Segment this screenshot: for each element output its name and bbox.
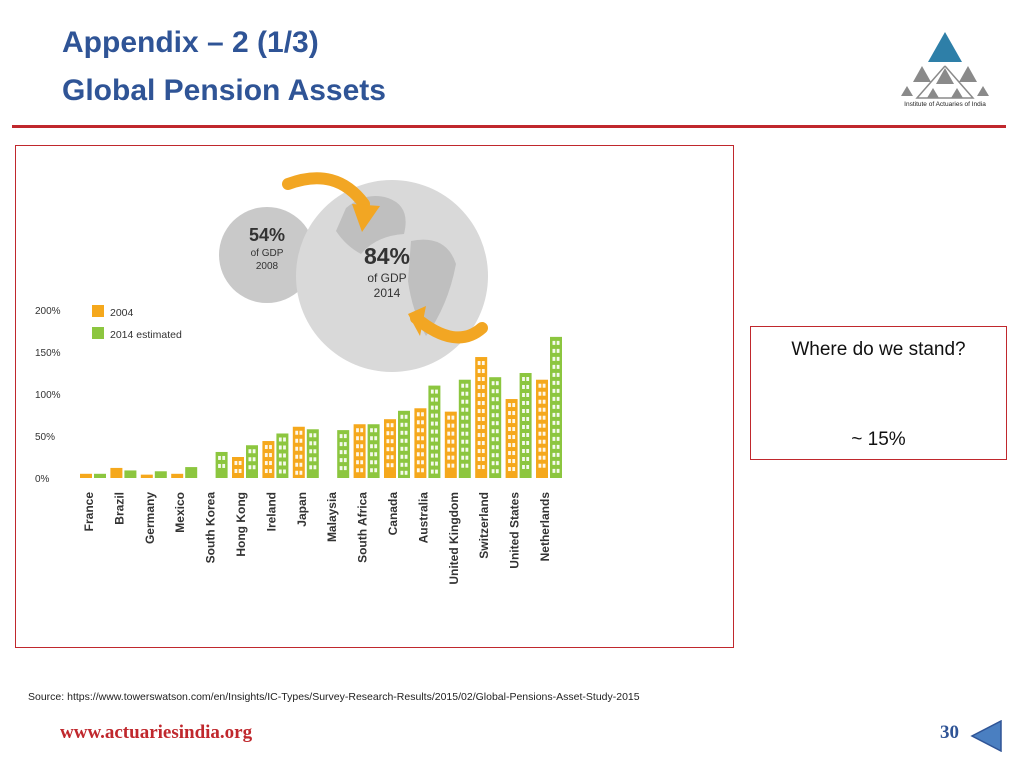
legend-swatch — [92, 305, 104, 317]
legend-swatch — [92, 327, 104, 339]
y-tick-label: 150% — [35, 348, 61, 359]
x-tick-label: Malaysia — [325, 492, 339, 542]
x-tick-label: Mexico — [173, 492, 187, 533]
bar — [171, 473, 184, 478]
x-tick-label: Japan — [295, 492, 309, 527]
bar — [414, 408, 427, 478]
bar — [444, 411, 457, 478]
previous-slide-button[interactable] — [970, 719, 1002, 753]
x-tick-label: United Kingdom — [447, 492, 461, 585]
x-tick-label: South Africa — [356, 492, 370, 563]
growth-arrow-top-icon — [282, 172, 370, 210]
x-tick-label: Brazil — [112, 492, 126, 525]
bar — [154, 471, 167, 478]
bar — [428, 385, 441, 478]
y-tick-label: 0% — [35, 474, 50, 485]
bar-series — [80, 336, 562, 478]
bar — [215, 451, 228, 478]
bar — [80, 473, 92, 478]
bar — [110, 467, 123, 478]
left-arrow-icon — [970, 719, 1002, 753]
globe-large-sub: of GDP — [367, 271, 406, 285]
bar — [140, 474, 153, 478]
x-tick-label: Switzerland — [477, 492, 491, 559]
legend-label: 2004 — [110, 307, 134, 319]
globe-large-year: 2014 — [374, 286, 401, 300]
bar — [94, 473, 106, 478]
bar — [550, 336, 562, 478]
y-tick-label: 200% — [35, 306, 61, 317]
logo-emblem-icon — [901, 32, 989, 99]
bar — [276, 433, 289, 478]
globe-graphic: 54% of GDP 2008 84% of GDP 2014 — [219, 172, 488, 372]
globe-small-value: 54% — [249, 225, 285, 245]
globe-small-year: 2008 — [256, 261, 279, 272]
bar — [246, 445, 258, 478]
institute-logo: Institute of Actuaries of India — [895, 30, 995, 112]
bar — [262, 441, 275, 478]
bar — [367, 424, 380, 478]
bar — [536, 379, 548, 478]
x-tick-label: Canada — [386, 492, 400, 536]
pension-assets-chart: 54% of GDP 2008 84% of GDP 2014 0% 50% 100… — [35, 172, 562, 585]
globe-small-sub: of GDP — [251, 248, 284, 259]
x-tick-label: United States — [508, 492, 522, 569]
page-number: 30 — [940, 722, 959, 743]
bar — [519, 373, 532, 478]
bar — [124, 470, 137, 478]
callout-answer: ~ 15% — [851, 429, 906, 450]
y-tick-label: 100% — [35, 390, 61, 401]
footer-url[interactable]: www.actuariesindia.org — [60, 722, 253, 743]
source-citation: Source: https://www.towerswatson.com/en/… — [28, 691, 640, 703]
bar — [505, 399, 518, 478]
page-title: Appendix – 2 (1/3) — [62, 26, 319, 59]
x-tick-label: Ireland — [264, 492, 278, 531]
x-tick-label: South Korea — [204, 492, 218, 564]
chart-frame: 54% of GDP 2008 84% of GDP 2014 0% 50% 100… — [15, 145, 734, 648]
callout-question: Where do we stand? — [791, 339, 966, 360]
bar — [475, 357, 488, 478]
legend: 2004 2014 estimated — [92, 305, 182, 341]
bar — [185, 467, 198, 478]
bar — [353, 424, 366, 478]
bar — [232, 457, 244, 478]
logo-caption: Institute of Actuaries of India — [904, 101, 986, 108]
bar — [398, 410, 410, 478]
y-tick-label: 50% — [35, 432, 55, 443]
x-tick-label: Netherlands — [538, 492, 552, 562]
bar — [384, 419, 396, 478]
where-we-stand-box: Where do we stand? ~ 15% — [750, 326, 1007, 460]
bar — [489, 377, 502, 478]
x-tick-label: France — [82, 492, 96, 532]
bar — [292, 426, 305, 478]
growth-arrow-bottom-icon — [410, 312, 488, 344]
y-axis: 0% 50% 100% 150% 200% — [35, 306, 61, 485]
legend-label: 2014 estimated — [110, 329, 182, 341]
bar — [337, 430, 350, 478]
globe-large-value: 84% — [364, 243, 410, 269]
x-tick-label: Australia — [416, 492, 430, 544]
title-divider — [12, 125, 1006, 128]
bar — [458, 379, 471, 478]
x-axis-labels: France Brazil Germany Mexico South Korea Hong… — [82, 492, 552, 585]
x-tick-label: Germany — [143, 492, 157, 544]
x-tick-label: Hong Kong — [234, 492, 248, 557]
page-subtitle: Global Pension Assets — [62, 74, 386, 107]
bar — [306, 429, 319, 478]
